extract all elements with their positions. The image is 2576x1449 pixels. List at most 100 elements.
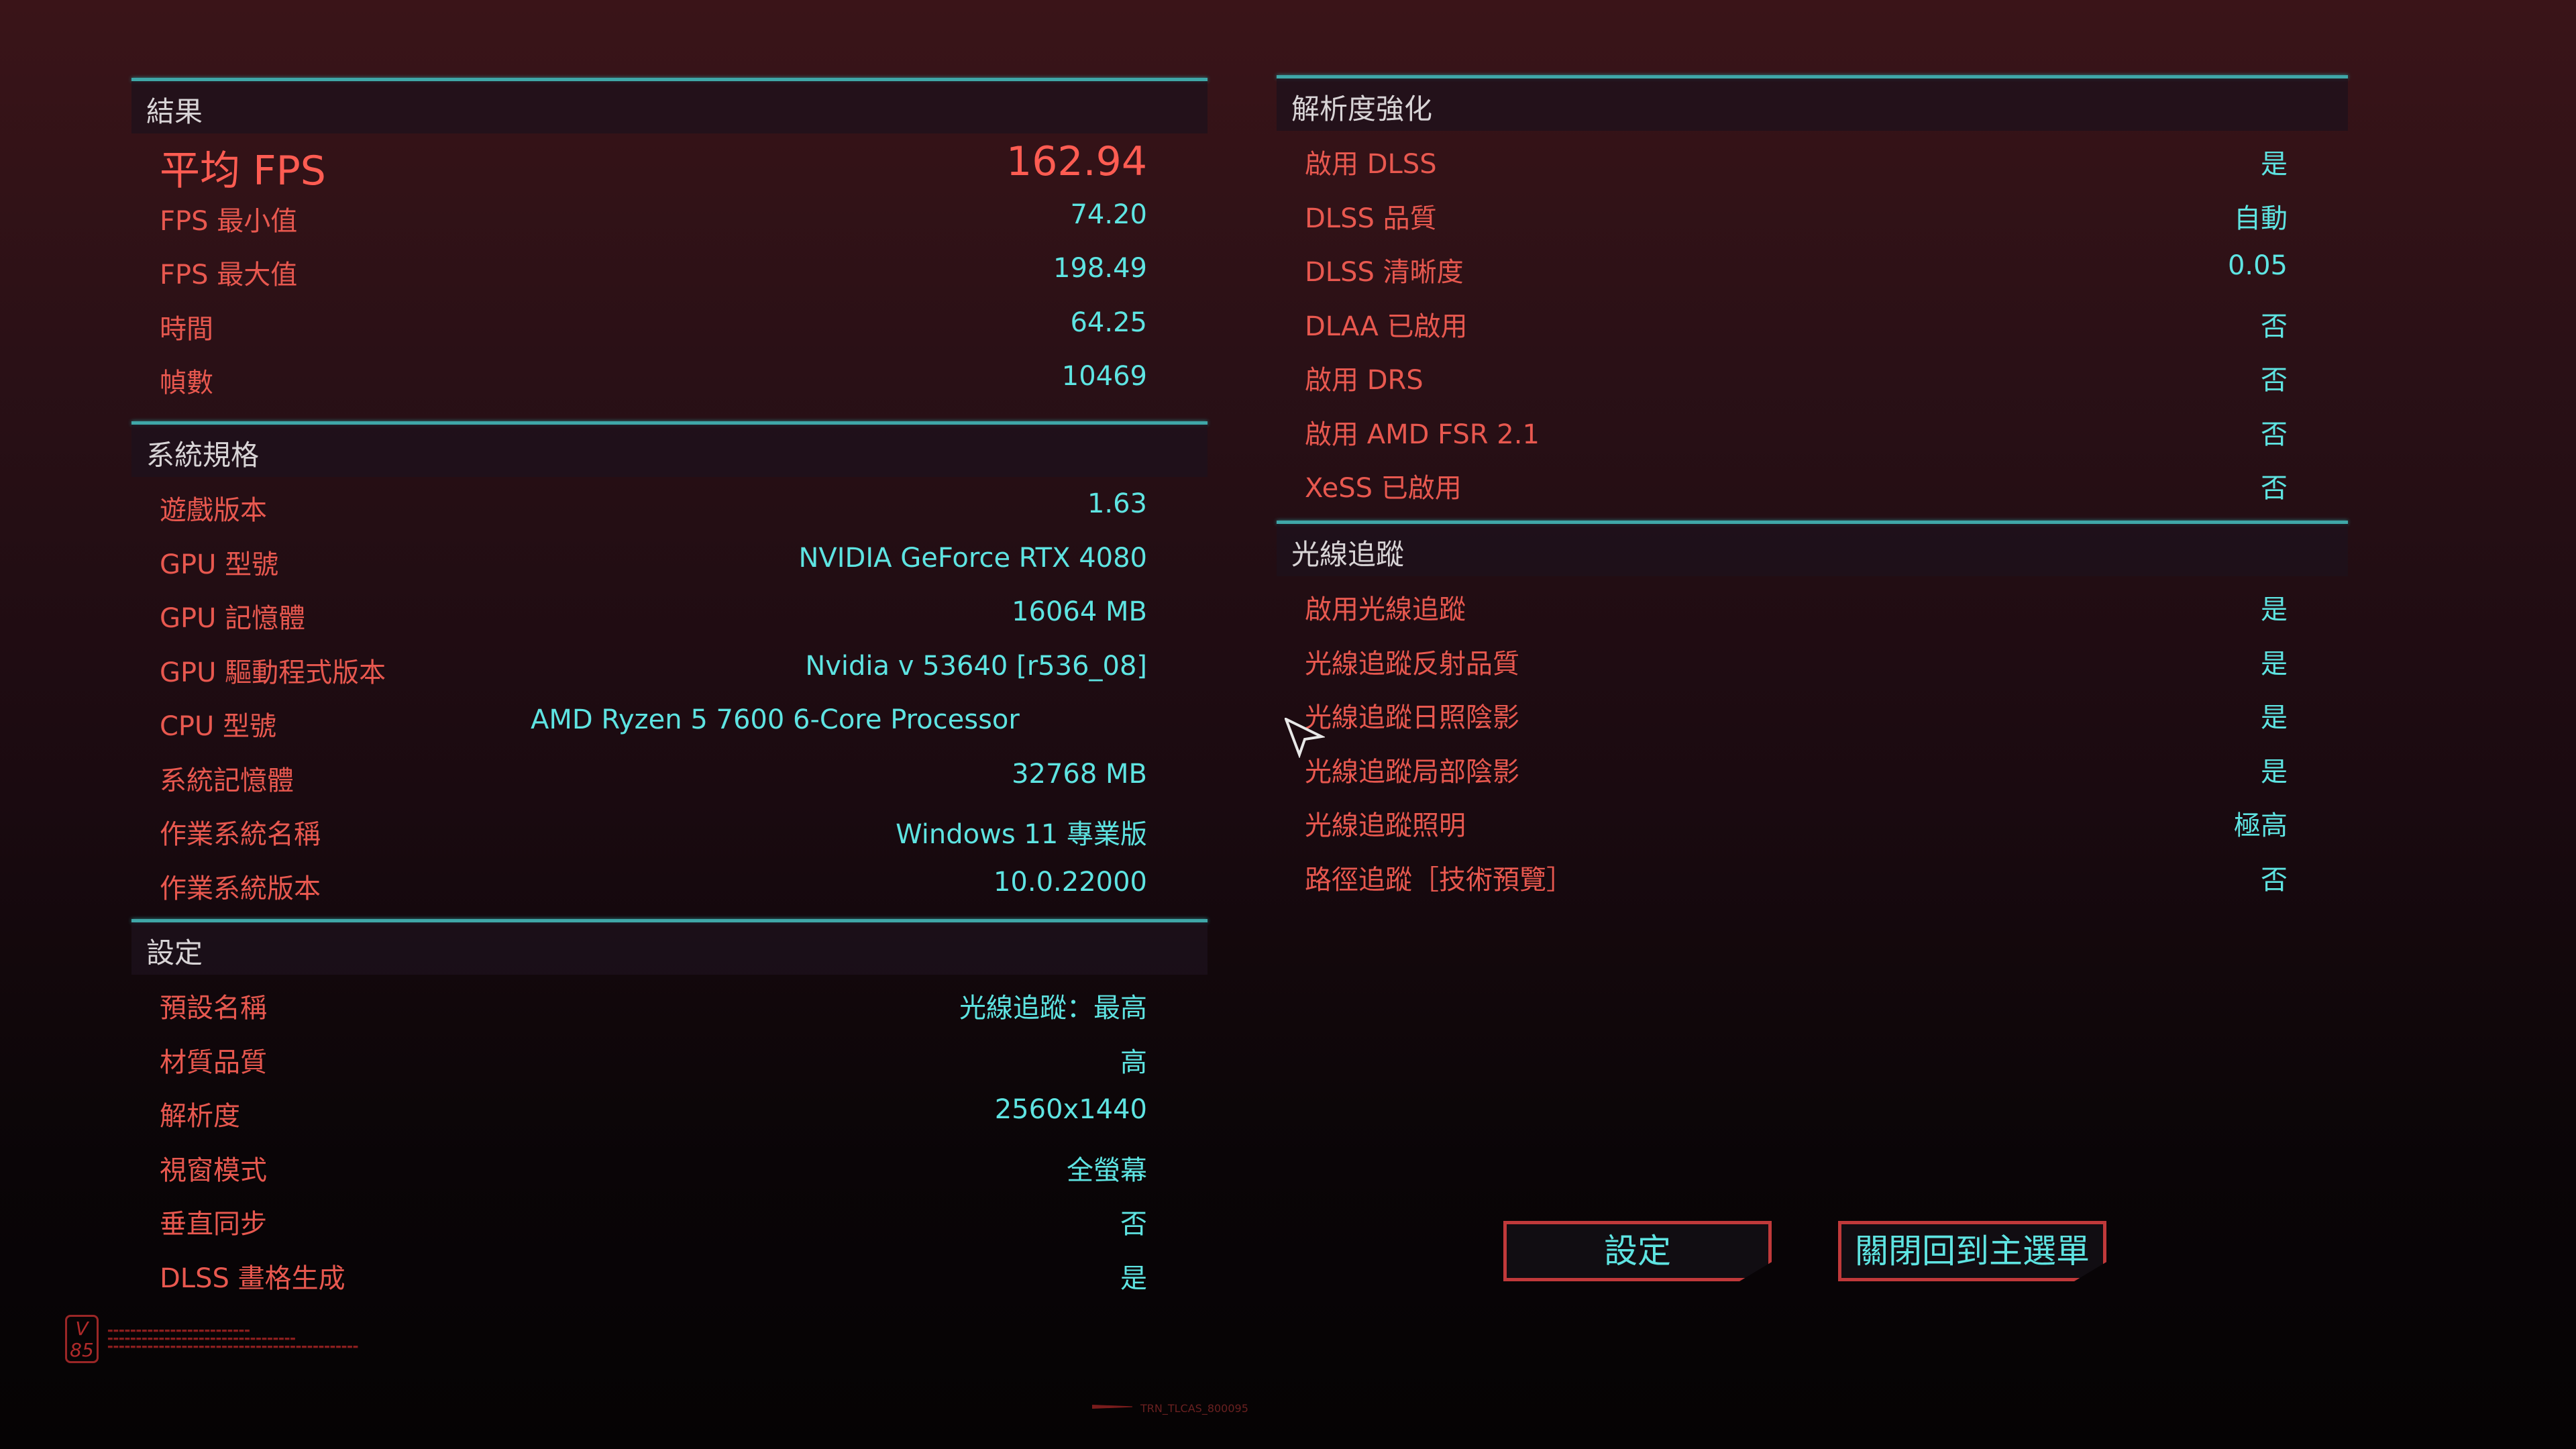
stat-value: Windows 11 專業版 [896,819,1147,850]
stat-label: 垂直同步 [160,1209,267,1240]
stat-row: 啟用 DLSS 是 [1277,133,2348,187]
mouse-cursor-icon [1285,718,1325,758]
section-divider [131,919,1208,922]
stat-label: 作業系統版本 [160,873,321,904]
stat-label: DLAA 已啟用 [1305,311,1468,342]
stat-row: 作業系統版本 10.0.22000 [131,857,1208,912]
section-header: 設定 [131,922,1208,975]
stat-row: 啟用 DRS 否 [1277,349,2348,403]
stat-value: 0.05 [2227,250,2288,281]
stat-value: 是 [2261,149,2288,180]
stat-value: 162.94 [1006,138,1147,185]
stat-row: GPU 驅動程式版本 Nvidia v 53640 [r536_08] [131,641,1208,696]
row-list: 平均 FPS 162.94 FPS 最小值 74.20 FPS 最大值 198.49 時間 6… [131,136,1208,406]
section-title: 系統規格 [146,439,260,472]
right-panel: 解析度強化啟用 DLSS 是 DLSS 品質 自動 DLSS 清晰度 0.05 DLAA 已… [1277,75,2348,947]
footer-arrow-icon [1092,1405,1132,1409]
stat-value: 光線追蹤：最高 [959,993,1147,1024]
stat-row: FPS 最大值 198.49 [131,244,1208,298]
row-list: 啟用 DLSS 是 DLSS 品質 自動 DLSS 清晰度 0.05 DLAA 已啟用否啟用… [1277,133,2348,511]
section-divider [131,421,1208,425]
stat-row: 路徑追蹤［技術預覽］ 否 [1277,849,2348,903]
stat-value: AMD Ryzen 5 7600 6-Core Processor [531,704,1020,735]
stat-row: 作業系統名稱 Windows 11 專業版 [131,803,1208,857]
stat-row: GPU 記憶體 16064 MB [131,587,1208,641]
stat-label: 路徑追蹤［技術預覽］ [1305,864,1573,896]
stat-label: 光線追蹤反射品質 [1305,648,1519,680]
stat-value: 10.0.22000 [993,866,1147,898]
stat-label: 系統記憶體 [160,765,294,796]
stat-label: DLSS 品質 [1305,203,1437,234]
stat-value: 否 [2261,365,2288,396]
stat-value: 是 [1120,1263,1147,1294]
stat-label: 材質品質 [160,1046,267,1078]
row-list: 預設名稱 光線追蹤：最高材質品質 高解析度 2560x1440 視窗模式 全螢幕垂直同步 否… [131,977,1208,1301]
left-panel: 結果 平均 FPS 162.94 FPS 最小值 74.20 FPS 最大值 198.49 時… [131,78,1208,1294]
stat-label: 啟用 DLSS [1305,149,1437,180]
stat-row: 啟用 AMD FSR 2.1 否 [1277,403,2348,458]
stat-label: GPU 記憶體 [160,603,306,634]
stat-label: 作業系統名稱 [160,819,321,850]
stat-row: 材質品質 高 [131,1031,1208,1085]
stat-label: 平均 FPS [160,148,326,195]
stat-value: 是 [2261,594,2288,625]
stat-row: 遊戲版本 1.63 [131,479,1208,533]
stat-value: 2560x1440 [994,1094,1147,1125]
stat-value: 自動 [2234,203,2288,234]
stat-value: 極高 [2234,810,2288,841]
stat-value: 是 [2261,756,2288,788]
stat-value: 16064 MB [1012,596,1147,627]
stat-label: 預設名稱 [160,993,267,1024]
stat-value: 否 [2261,864,2288,896]
build-code: TRN_TLCAS_800095 [1140,1402,1248,1415]
stat-value: NVIDIA GeForce RTX 4080 [798,542,1147,574]
stat-row: 光線追蹤照明 極高 [1277,794,2348,849]
stat-value: 高 [1120,1046,1147,1078]
stat-label: 時間 [160,313,213,345]
stat-value: 64.25 [1070,307,1147,338]
section-title: 結果 [146,95,203,128]
stat-value: 32768 MB [1012,758,1147,790]
age-rating-badge: V 85 [65,1315,99,1363]
stat-label: 幀數 [160,368,213,398]
stat-row: XeSS 已啟用 否 [1277,457,2348,511]
section-header: 光線追蹤 [1277,524,2348,576]
stat-value: 是 [2261,702,2288,733]
stat-value: 否 [1120,1209,1147,1240]
section-divider [1277,75,2348,78]
stat-row: 幀數 10469 [131,352,1208,406]
close-to-main-menu-button[interactable]: 關閉回到主選單 [1838,1221,2106,1281]
stat-label: 啟用 DRS [1305,365,1424,396]
stat-row: GPU 型號 NVIDIA GeForce RTX 4080 [131,533,1208,588]
stat-row: 視窗模式 全螢幕 [131,1139,1208,1193]
settings-button[interactable]: 設定 [1503,1221,1772,1281]
stat-value: Nvidia v 53640 [r536_08] [805,650,1147,682]
section-divider [1277,521,2348,524]
stat-value: 全螢幕 [1067,1155,1147,1186]
stat-label: 遊戲版本 [160,495,267,526]
stat-label: DLSS 清晰度 [1305,257,1464,288]
stat-row: 預設名稱 光線追蹤：最高 [131,977,1208,1031]
stat-label: 光線追蹤照明 [1305,810,1466,841]
stat-label: 光線追蹤局部陰影 [1305,756,1519,788]
stat-value: 否 [2261,473,2288,504]
section-header: 解析度強化 [1277,78,2348,131]
stat-value: 是 [2261,648,2288,680]
section-header: 結果 [131,81,1208,133]
stat-value: 198.49 [1053,253,1147,284]
stat-row: DLSS 清晰度 0.05 [1277,241,2348,295]
row-list: 遊戲版本 1.63 GPU 型號 NVIDIA GeForce RTX 4080 GPU… [131,479,1208,911]
stat-row: 啟用光線追蹤 是 [1277,578,2348,633]
stat-row: 垂直同步 否 [131,1193,1208,1247]
stat-label: FPS 最小值 [160,205,298,237]
stat-row: 時間 64.25 [131,298,1208,352]
row-list: 啟用光線追蹤是光線追蹤反射品質是光線追蹤日照陰影是光線追蹤局部陰影是光線追蹤照明… [1277,578,2348,902]
stat-row: DLSS 品質 自動 [1277,187,2348,241]
stat-row: DLAA 已啟用 否 [1277,295,2348,350]
stat-label: 解析度 [160,1101,240,1132]
stat-label: CPU 型號 [160,711,277,742]
stat-label: 啟用光線追蹤 [1305,594,1466,625]
stat-value: 10469 [1061,361,1147,392]
stat-label: 啟用 AMD FSR 2.1 [1305,419,1540,450]
stat-value: 1.63 [1087,488,1147,519]
